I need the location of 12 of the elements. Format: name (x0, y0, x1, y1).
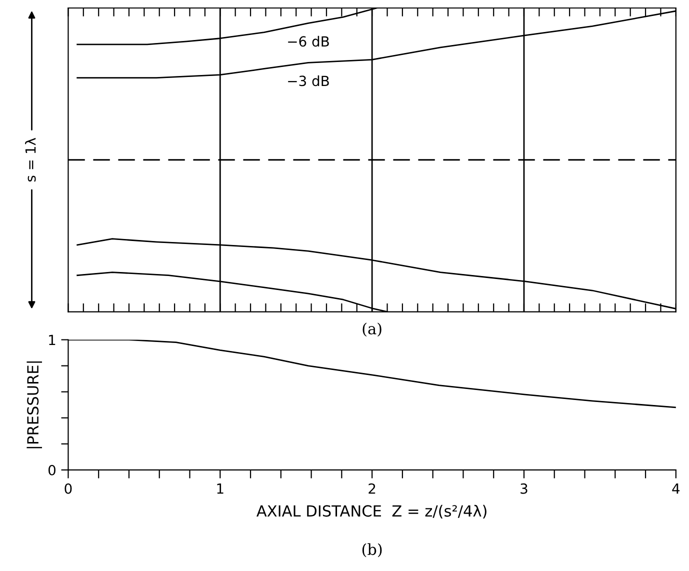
x-tick-label: 2 (368, 483, 376, 494)
x-tick-label: 3 (520, 483, 528, 494)
text: (b) (362, 543, 382, 558)
text: (a) (362, 322, 382, 337)
y-axis-title: s = 1λ (25, 138, 36, 182)
x-tick-label: 0 (64, 483, 72, 494)
x-tick-label: 4 (672, 484, 680, 494)
x-axis-title: AXIAL DISTANCE Z = z/(s²/4λ) (256, 504, 486, 519)
y-axis-title: |PRESSURE| (26, 361, 42, 448)
series-label: −6 dB (288, 36, 329, 47)
x-tick-label: 1 (217, 484, 224, 494)
series-label: −3 dB (288, 75, 329, 86)
